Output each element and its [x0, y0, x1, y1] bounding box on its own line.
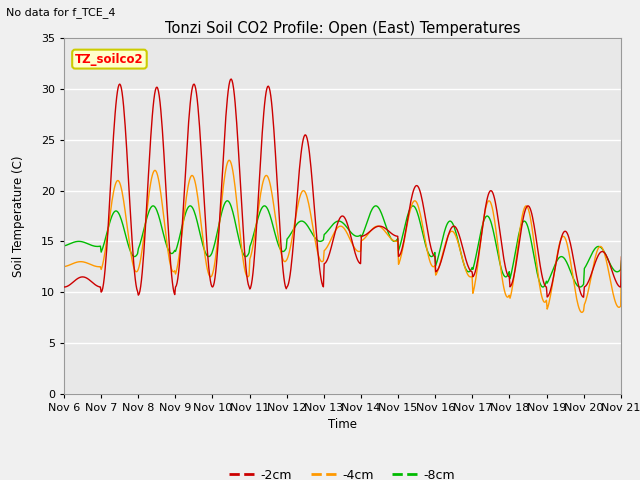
Text: TZ_soilco2: TZ_soilco2	[75, 53, 144, 66]
Y-axis label: Soil Temperature (C): Soil Temperature (C)	[12, 155, 25, 277]
Text: No data for f_TCE_4: No data for f_TCE_4	[6, 7, 116, 18]
Title: Tonzi Soil CO2 Profile: Open (East) Temperatures: Tonzi Soil CO2 Profile: Open (East) Temp…	[164, 21, 520, 36]
Legend: -2cm, -4cm, -8cm: -2cm, -4cm, -8cm	[225, 464, 460, 480]
X-axis label: Time: Time	[328, 418, 357, 431]
